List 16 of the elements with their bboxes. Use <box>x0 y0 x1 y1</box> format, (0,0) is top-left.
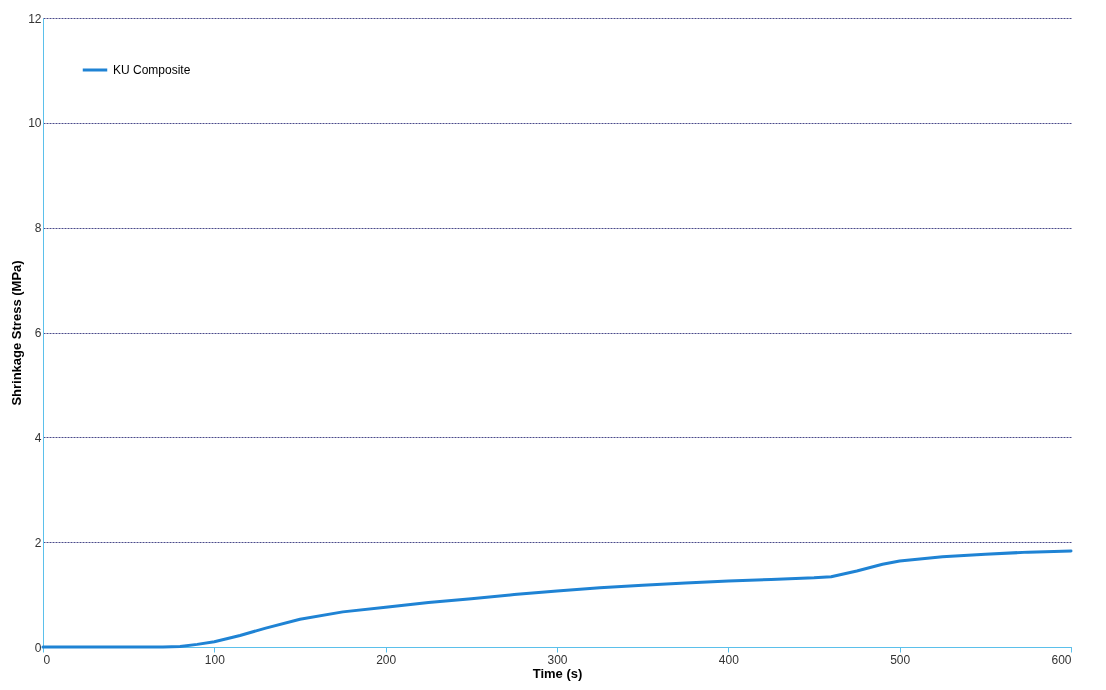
y-tick-label: 0 <box>34 640 42 655</box>
x-tick-label: 300 <box>547 652 568 667</box>
y-tick-label: 2 <box>34 535 42 550</box>
y-tick-label: 4 <box>34 430 42 445</box>
x-tick-label: 500 <box>890 652 911 667</box>
x-tick-label: 100 <box>204 652 226 667</box>
y-tick-label: 12 <box>28 11 42 26</box>
x-tick-label: 200 <box>376 652 397 667</box>
legend-label: KU Composite <box>113 63 191 77</box>
x-tick-label: 400 <box>718 652 740 667</box>
y-tick-label: 10 <box>28 116 42 131</box>
x-tick-label: 600 <box>1051 652 1072 667</box>
y-axis-title: Shrinkage Stress (MPa) <box>9 260 25 406</box>
y-tick-label: 6 <box>34 326 42 340</box>
y-tick-label: 8 <box>34 221 42 236</box>
x-axis-title: Time (s) <box>532 665 583 681</box>
